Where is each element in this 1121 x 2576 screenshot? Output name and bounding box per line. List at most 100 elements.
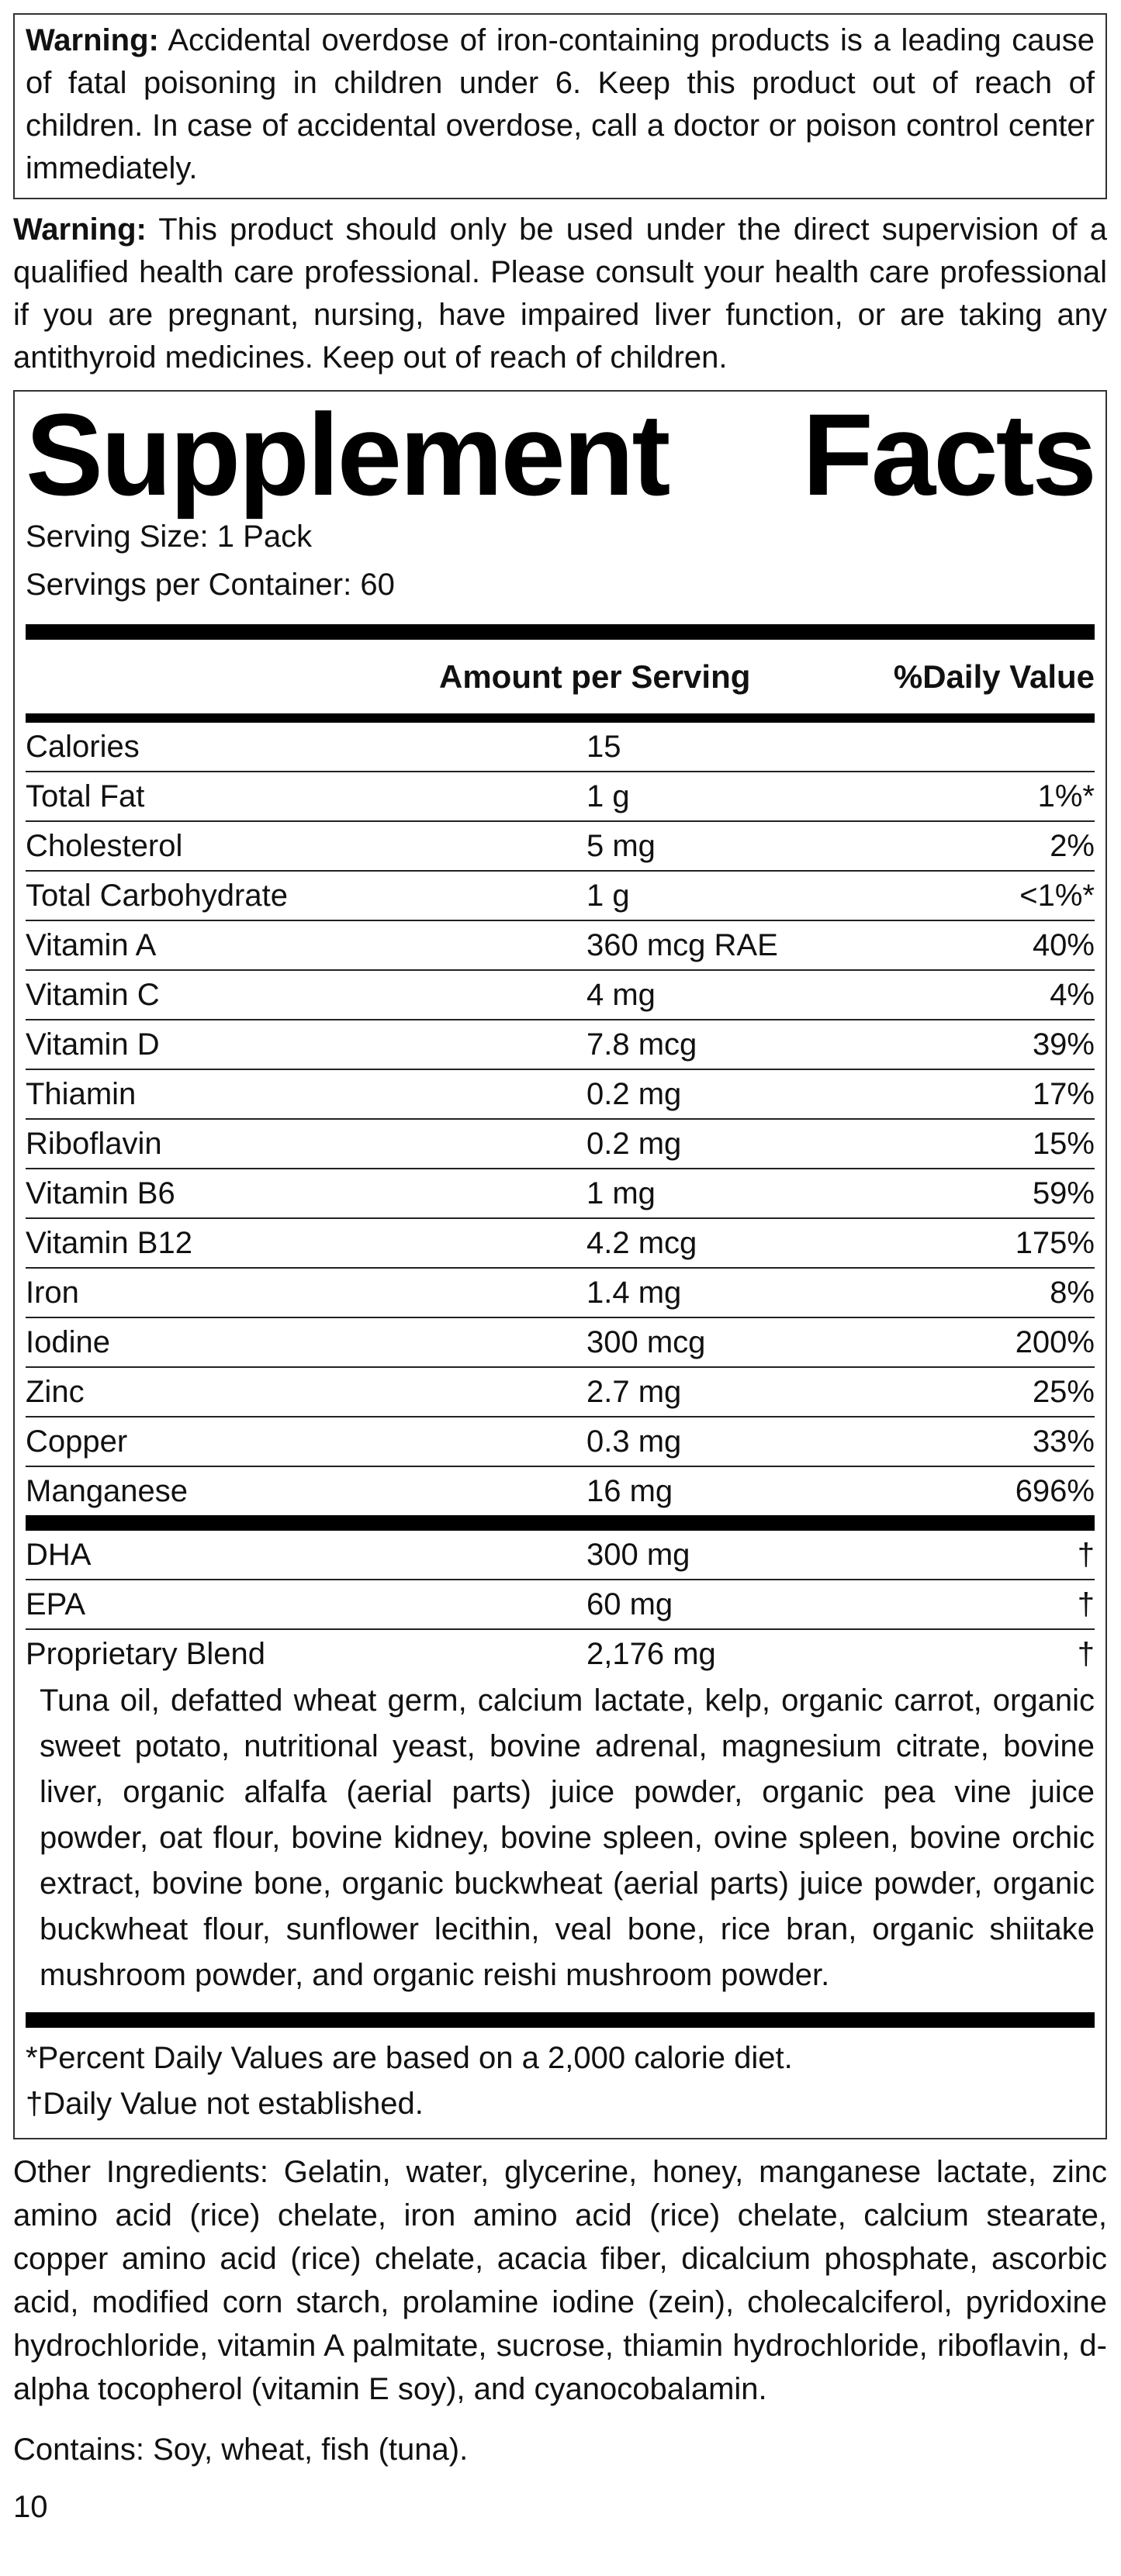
table-row: Riboflavin 0.2 mg 15%: [26, 1120, 1095, 1169]
warning-label: Warning:: [13, 212, 147, 247]
nutrient-rows: Calories 15 Total Fat 1 g 1%* Cholesterol 5 mg…: [26, 723, 1095, 1515]
serving-size: Serving Size: 1 Pack: [26, 520, 313, 554]
nutrient-amount: 1 g: [586, 878, 630, 913]
warning-text: This product should only be used under t…: [13, 212, 1107, 375]
table-row: DHA 300 mg †: [26, 1531, 1095, 1580]
label-page: Warning: Accidental overdose of iron-con…: [13, 13, 1107, 2529]
nutrient-amount: 2.7 mg: [586, 1374, 682, 1409]
nutrient-name: Calories: [26, 729, 140, 764]
nutrient-amount: 0.2 mg: [586, 1126, 682, 1161]
nutrient-name: Total Fat: [26, 779, 145, 813]
nutrient-daily-value: <1%*: [1019, 878, 1095, 913]
nutrient-amount: 7.8 mcg: [586, 1027, 697, 1062]
nutrient-amount: 60 mg: [586, 1587, 673, 1621]
table-row: Copper 0.3 mg 33%: [26, 1417, 1095, 1467]
nutrient-amount: 0.2 mg: [586, 1076, 682, 1111]
page-number: 10: [13, 2490, 48, 2524]
nutrient-daily-value: 4%: [1050, 977, 1095, 1012]
divider-thick: [26, 2012, 1095, 2028]
nutrient-name: Zinc: [26, 1374, 85, 1409]
supervision-warning: Warning: This product should only be use…: [13, 209, 1107, 379]
nutrient-name: Vitamin C: [26, 977, 160, 1012]
nutrient-name: Cholesterol: [26, 828, 183, 863]
nutrient-amount: 15: [586, 729, 621, 764]
nutrient-daily-value: 25%: [1032, 1374, 1095, 1409]
table-row: Iodine 300 mcg 200%: [26, 1318, 1095, 1368]
nutrient-daily-value: 39%: [1032, 1027, 1095, 1062]
nutrient-amount: 300 mg: [586, 1537, 690, 1572]
nutrient-daily-value: 175%: [1015, 1225, 1095, 1260]
nutrient-amount: 1 g: [586, 779, 630, 813]
nutrient-name: Thiamin: [26, 1076, 137, 1111]
nutrient-name: EPA: [26, 1587, 86, 1621]
nutrient-amount: 1.4 mg: [586, 1275, 682, 1310]
table-row: Thiamin 0.2 mg 17%: [26, 1070, 1095, 1120]
nutrient-daily-value: †: [1077, 1537, 1095, 1572]
table-row: Iron 1.4 mg 8%: [26, 1269, 1095, 1318]
table-row: Vitamin C 4 mg 4%: [26, 971, 1095, 1020]
servings-per-container: Servings per Container: 60: [26, 568, 395, 602]
nutrient-name: Vitamin B6: [26, 1176, 175, 1210]
nutrient-amount: 1 mg: [586, 1176, 656, 1210]
nutrient-name: Iron: [26, 1275, 79, 1310]
other-rows: DHA 300 mg † EPA 60 mg † Proprietary Blend 2,17…: [26, 1531, 1095, 1678]
footnote-dagger: †Daily Value not established.: [26, 2087, 424, 2121]
nutrient-daily-value: 200%: [1015, 1324, 1095, 1359]
table-row: Manganese 16 mg 696%: [26, 1467, 1095, 1515]
nutrient-daily-value: 1%*: [1037, 779, 1095, 813]
nutrient-name: Manganese: [26, 1473, 189, 1508]
nutrient-name: Vitamin D: [26, 1027, 160, 1062]
divider-thick: [26, 624, 1095, 640]
nutrient-daily-value: 33%: [1032, 1424, 1095, 1459]
nutrient-amount: 300 mcg: [586, 1324, 706, 1359]
nutrient-name: Vitamin B12: [26, 1225, 192, 1260]
nutrient-name: Total Carbohydrate: [26, 878, 288, 913]
nutrient-amount: 4 mg: [586, 977, 656, 1012]
nutrient-amount: 16 mg: [586, 1473, 673, 1508]
footnote-percent-dv: *Percent Daily Values are based on a 2,0…: [26, 2041, 793, 2075]
table-row: Vitamin B12 4.2 mcg 175%: [26, 1219, 1095, 1269]
table-row: Vitamin A 360 mcg RAE 40%: [26, 921, 1095, 971]
nutrient-amount: 2,176 mg: [586, 1636, 716, 1671]
nutrient-name: Vitamin A: [26, 927, 157, 962]
table-row: Vitamin B6 1 mg 59%: [26, 1169, 1095, 1219]
panel-title: Supplement Facts: [26, 389, 1097, 520]
nutrient-name: Copper: [26, 1424, 128, 1459]
table-row: Calories 15: [26, 723, 1095, 772]
table-row: Zinc 2.7 mg 25%: [26, 1368, 1095, 1417]
nutrient-daily-value: 59%: [1032, 1176, 1095, 1210]
iron-warning-box: Warning: Accidental overdose of iron-con…: [13, 13, 1107, 199]
nutrient-name: Proprietary Blend: [26, 1636, 266, 1671]
header-daily-value: %Daily Value: [893, 658, 1095, 695]
nutrient-name: DHA: [26, 1537, 92, 1572]
nutrient-daily-value: 8%: [1050, 1275, 1095, 1310]
table-row: EPA 60 mg †: [26, 1580, 1095, 1630]
nutrient-name: Riboflavin: [26, 1126, 162, 1161]
title-word: Supplement: [26, 389, 670, 520]
nutrient-amount: 4.2 mcg: [586, 1225, 697, 1260]
nutrient-daily-value: 17%: [1032, 1076, 1095, 1111]
other-ingredients: Other Ingredients: Gelatin, water, glyce…: [13, 2155, 1107, 2406]
table-row: Total Fat 1 g 1%*: [26, 772, 1095, 822]
table-row: Total Carbohydrate 1 g <1%*: [26, 872, 1095, 921]
nutrient-amount: 0.3 mg: [586, 1424, 682, 1459]
table-row: Vitamin D 7.8 mcg 39%: [26, 1020, 1095, 1070]
nutrient-daily-value: 15%: [1032, 1126, 1095, 1161]
table-row: Proprietary Blend 2,176 mg †: [26, 1630, 1095, 1678]
table-row: Cholesterol 5 mg 2%: [26, 822, 1095, 872]
nutrient-amount: 5 mg: [586, 828, 656, 863]
nutrient-daily-value: †: [1077, 1587, 1095, 1621]
nutrient-daily-value: 2%: [1050, 828, 1095, 863]
column-header: Amount per Serving %Daily Value: [26, 640, 1095, 713]
warning-text: Accidental overdose of iron-containing p…: [26, 23, 1095, 185]
warning-label: Warning:: [26, 23, 159, 57]
nutrient-daily-value: 696%: [1015, 1473, 1095, 1508]
nutrient-daily-value: 40%: [1032, 927, 1095, 962]
blend-ingredients: Tuna oil, defatted wheat germ, calcium l…: [40, 1683, 1095, 1992]
nutrient-daily-value: †: [1077, 1636, 1095, 1671]
header-amount: Amount per Serving: [439, 658, 751, 695]
divider-thick: [26, 1515, 1095, 1531]
divider-medium: [26, 713, 1095, 723]
nutrient-amount: 360 mcg RAE: [586, 927, 778, 962]
nutrient-name: Iodine: [26, 1324, 110, 1359]
